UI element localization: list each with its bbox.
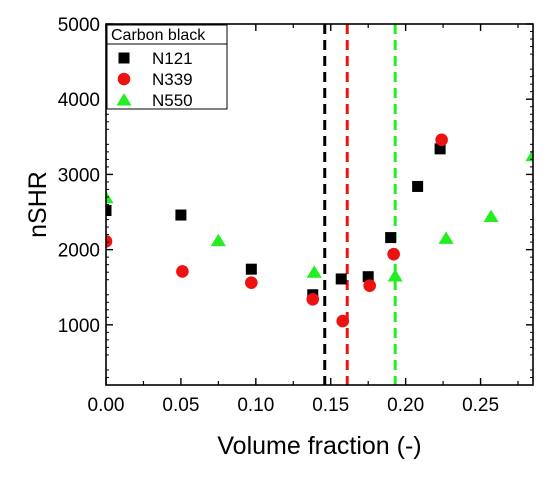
point-n339 <box>106 235 113 248</box>
x-tick-label: 0.00 <box>88 395 125 416</box>
point-n339 <box>336 314 350 328</box>
point-n121 <box>106 205 112 217</box>
point-n121 <box>175 209 187 221</box>
x-tick-label: 0.25 <box>462 395 499 416</box>
point-n339 <box>245 276 258 290</box>
legend-marker-n339 <box>117 72 131 86</box>
point-n339 <box>176 265 189 278</box>
y-tick-label: 5000 <box>58 15 100 36</box>
tick-labels: 0.00 0.05 0.10 0.15 0.20 0.25 1000 2000 3000 4000… <box>58 15 499 416</box>
x-tick-label: 0.15 <box>312 395 349 416</box>
x-axis-title: Volume fraction (-) <box>217 432 421 460</box>
y-tick-label: 3000 <box>58 165 100 186</box>
legend-entries: N121 N339 N550 <box>116 49 193 110</box>
legend-label-n121: N121 <box>152 49 193 68</box>
point-n339 <box>387 247 400 261</box>
legend-label-n550: N550 <box>152 91 193 110</box>
legend-box <box>106 24 228 110</box>
point-n121 <box>362 271 374 283</box>
point-n550 <box>438 231 454 244</box>
point-n550 <box>306 265 322 278</box>
point-n339 <box>306 292 320 306</box>
point-n121 <box>412 180 424 192</box>
point-n339 <box>435 133 448 147</box>
y-tick-label: 2000 <box>58 241 100 262</box>
series-n550 <box>106 148 533 282</box>
point-n121 <box>385 232 397 244</box>
legend-marker-n121 <box>118 52 130 64</box>
point-n550 <box>483 209 499 223</box>
point-n550 <box>210 233 226 247</box>
y-tick-label: 1000 <box>58 316 100 337</box>
point-n121 <box>434 143 446 155</box>
legend-label-n339: N339 <box>152 70 193 89</box>
data-points <box>106 133 533 328</box>
x-tick-label: 0.20 <box>387 395 424 416</box>
x-tick-label: 0.05 <box>162 395 199 416</box>
legend-marker-n550 <box>116 93 132 106</box>
point-n550 <box>387 269 403 282</box>
legend-title: Carbon black <box>111 27 206 44</box>
threshold-lines <box>323 24 397 385</box>
x-tick-label: 0.10 <box>237 395 274 416</box>
y-axis-title: nSHR <box>24 171 52 238</box>
point-n121 <box>335 273 347 285</box>
point-n339 <box>363 279 376 293</box>
point-n550 <box>106 190 114 204</box>
series-n339 <box>106 133 448 328</box>
y-tick-label: 4000 <box>58 90 100 111</box>
legend: Carbon black N121 N339 N550 <box>106 24 228 110</box>
point-n121 <box>245 263 257 275</box>
